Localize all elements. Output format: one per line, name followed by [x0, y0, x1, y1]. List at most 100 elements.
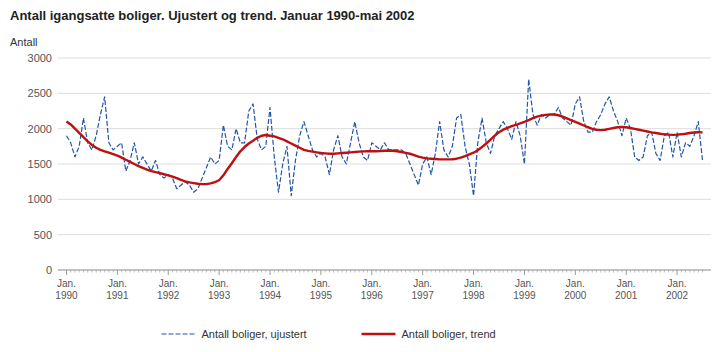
x-tick-label: Jan.1990	[55, 278, 78, 301]
x-tick	[371, 270, 372, 275]
x-minor-tick	[74, 270, 75, 273]
x-minor-tick	[231, 270, 232, 273]
x-minor-tick	[83, 270, 84, 273]
x-minor-tick	[672, 270, 673, 273]
x-tick-label: Jan.2002	[666, 278, 689, 301]
x-minor-tick	[405, 270, 406, 273]
x-minor-tick	[515, 270, 516, 273]
x-minor-tick	[100, 270, 101, 273]
x-minor-tick	[647, 270, 648, 273]
x-minor-tick	[367, 270, 368, 273]
y-axis: 050010001500200025003000	[28, 52, 711, 276]
x-minor-tick	[79, 270, 80, 273]
x-minor-tick	[295, 270, 296, 273]
legend-swatch	[362, 333, 396, 335]
x-minor-tick	[104, 270, 105, 273]
x-minor-tick	[600, 270, 601, 273]
x-minor-tick	[643, 270, 644, 273]
x-minor-tick	[312, 270, 313, 273]
x-minor-tick	[274, 270, 275, 273]
grid-line	[58, 58, 711, 59]
x-minor-tick	[325, 270, 326, 273]
y-tick-label: 2500	[28, 87, 52, 99]
x-minor-tick	[426, 270, 427, 273]
y-tick-label: 2000	[28, 123, 52, 135]
x-minor-tick	[477, 270, 478, 273]
x-tick-label: Jan.1998	[462, 278, 485, 301]
x-minor-tick	[70, 270, 71, 273]
x-minor-tick	[409, 270, 410, 273]
x-minor-tick	[702, 270, 703, 273]
x-minor-tick	[520, 270, 521, 273]
grid-line	[58, 234, 711, 235]
x-minor-tick	[558, 270, 559, 273]
x-tick	[219, 270, 220, 275]
x-minor-tick	[197, 270, 198, 273]
x-minor-tick	[206, 270, 207, 273]
x-minor-tick	[257, 270, 258, 273]
x-minor-tick	[592, 270, 593, 273]
x-minor-tick	[596, 270, 597, 273]
x-minor-tick	[651, 270, 652, 273]
x-minor-tick	[130, 270, 131, 273]
x-minor-tick	[240, 270, 241, 273]
x-minor-tick	[507, 270, 508, 273]
x-minor-tick	[490, 270, 491, 273]
x-minor-tick	[414, 270, 415, 273]
x-minor-tick	[681, 270, 682, 273]
x-minor-tick	[91, 270, 92, 273]
x-minor-tick	[397, 270, 398, 273]
x-minor-tick	[202, 270, 203, 273]
x-minor-tick	[210, 270, 211, 273]
x-tick	[117, 270, 118, 275]
x-minor-tick	[532, 270, 533, 273]
x-tick	[422, 270, 423, 275]
chart: Antall igangsatte boliger. Ujustert og t…	[0, 0, 723, 352]
x-minor-tick	[134, 270, 135, 273]
x-minor-tick	[113, 270, 114, 273]
x-minor-tick	[566, 270, 567, 273]
legend-label: Antall boliger, ujustert	[202, 328, 307, 340]
series-line	[66, 79, 702, 196]
x-minor-tick	[316, 270, 317, 273]
x-minor-tick	[604, 270, 605, 273]
x-minor-tick	[660, 270, 661, 273]
x-minor-tick	[664, 270, 665, 273]
x-minor-tick	[282, 270, 283, 273]
x-minor-tick	[655, 270, 656, 273]
x-minor-tick	[503, 270, 504, 273]
x-minor-tick	[164, 270, 165, 273]
x-minor-tick	[668, 270, 669, 273]
x-minor-tick	[142, 270, 143, 273]
x-minor-tick	[498, 270, 499, 273]
x-minor-tick	[562, 270, 563, 273]
x-minor-tick	[291, 270, 292, 273]
x-minor-tick	[253, 270, 254, 273]
x-minor-tick	[350, 270, 351, 273]
x-tick	[677, 270, 678, 275]
x-minor-tick	[337, 270, 338, 273]
x-minor-tick	[439, 270, 440, 273]
x-minor-tick	[443, 270, 444, 273]
x-minor-tick	[549, 270, 550, 273]
x-minor-tick	[435, 270, 436, 273]
x-minor-tick	[401, 270, 402, 273]
y-axis-label: Antall	[10, 36, 38, 48]
x-tick	[575, 270, 576, 275]
x-minor-tick	[617, 270, 618, 273]
x-minor-tick	[303, 270, 304, 273]
x-minor-tick	[638, 270, 639, 273]
x-minor-tick	[452, 270, 453, 273]
x-tick	[270, 270, 271, 275]
x-minor-tick	[236, 270, 237, 273]
x-tick	[66, 270, 67, 275]
x-tick	[168, 270, 169, 275]
x-minor-tick	[180, 270, 181, 273]
x-minor-tick	[554, 270, 555, 273]
x-tick-label: Jan.2000	[564, 278, 587, 301]
x-minor-tick	[588, 270, 589, 273]
x-minor-tick	[460, 270, 461, 273]
x-minor-tick	[121, 270, 122, 273]
x-minor-tick	[376, 270, 377, 273]
x-tick	[524, 270, 525, 275]
